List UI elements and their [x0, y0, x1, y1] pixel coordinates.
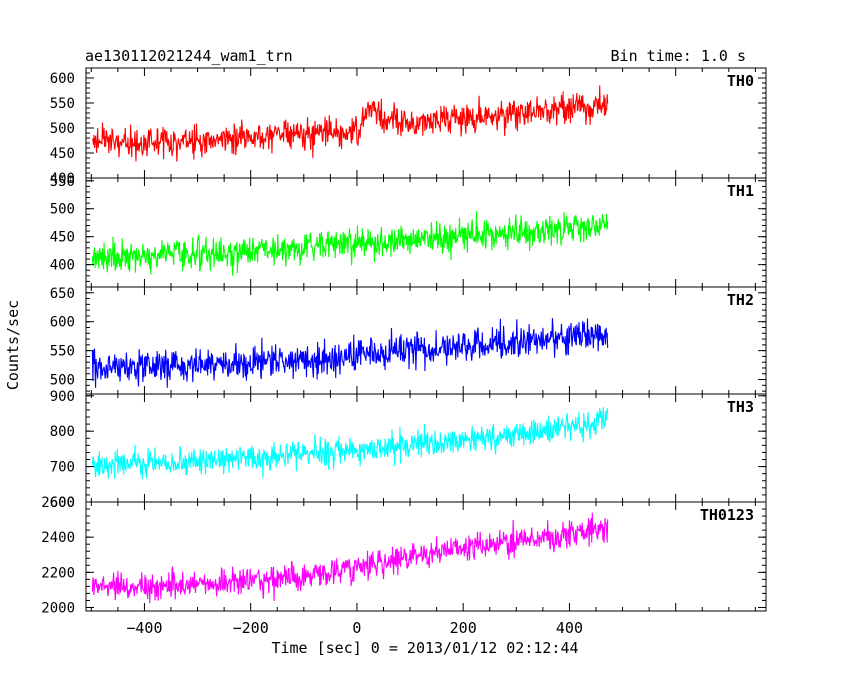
y-tick-label: 2200 [41, 565, 75, 581]
y-tick-label: 500 [50, 373, 75, 389]
y-tick-label: 450 [50, 230, 75, 246]
y-tick-label: 450 [50, 146, 75, 162]
y-tick-label: 600 [50, 71, 75, 87]
x-tick-label: 200 [450, 619, 477, 637]
x-tick-label: 0 [352, 619, 361, 637]
y-tick-label: 400 [50, 171, 75, 187]
y-tick-label: 500 [50, 121, 75, 137]
series-label-th0: TH0 [727, 72, 754, 90]
y-tick-label: 400 [50, 258, 75, 274]
y-tick-label: 600 [50, 315, 75, 331]
series-line-th3 [91, 407, 609, 480]
x-tick-label: 400 [556, 619, 583, 637]
panels-group: 400 450 500 550 600 TH0 400 450 500 550 TH1 500 550 6… [41, 67, 767, 637]
x-axis-label: Time [sec] 0 = 2013/01/12 02:12:44 [271, 639, 578, 657]
panel-frame-th2 [85, 286, 767, 395]
series-line-th2 [91, 318, 609, 388]
y-tick-label: 650 [50, 286, 75, 302]
series-line-th1 [91, 211, 609, 276]
y-tick-label: 2400 [41, 530, 75, 546]
panel-frame-th3 [85, 393, 767, 503]
panel-frame-th0123 [85, 501, 767, 612]
y-tick-label: 2600 [41, 495, 75, 511]
y-tick-label: 700 [50, 460, 75, 476]
y-tick-label: 2000 [41, 600, 75, 616]
y-tick-label: 800 [50, 424, 75, 440]
series-label-th0123: TH0123 [700, 506, 754, 524]
series-label-th2: TH2 [727, 291, 754, 309]
x-tick-label: −400 [126, 619, 162, 637]
y-tick-label: 550 [50, 96, 75, 112]
y-tick-label: 600 [50, 495, 75, 511]
y-axis-label: Counts/sec [4, 300, 22, 390]
series-line-th0123 [91, 512, 609, 604]
y-tick-label: 550 [50, 174, 75, 190]
series-label-th1: TH1 [727, 182, 754, 200]
series-label-th3: TH3 [727, 398, 754, 416]
chart-title-left: ae130112021244_wam1_trn [85, 47, 293, 65]
y-tick-label: 550 [50, 344, 75, 360]
series-line-th0 [91, 85, 609, 162]
x-tick-label: −200 [233, 619, 269, 637]
y-tick-label: 900 [50, 389, 75, 405]
y-tick-label: 500 [50, 202, 75, 218]
chart-title-right: Bin time: 1.0 s [611, 47, 746, 65]
